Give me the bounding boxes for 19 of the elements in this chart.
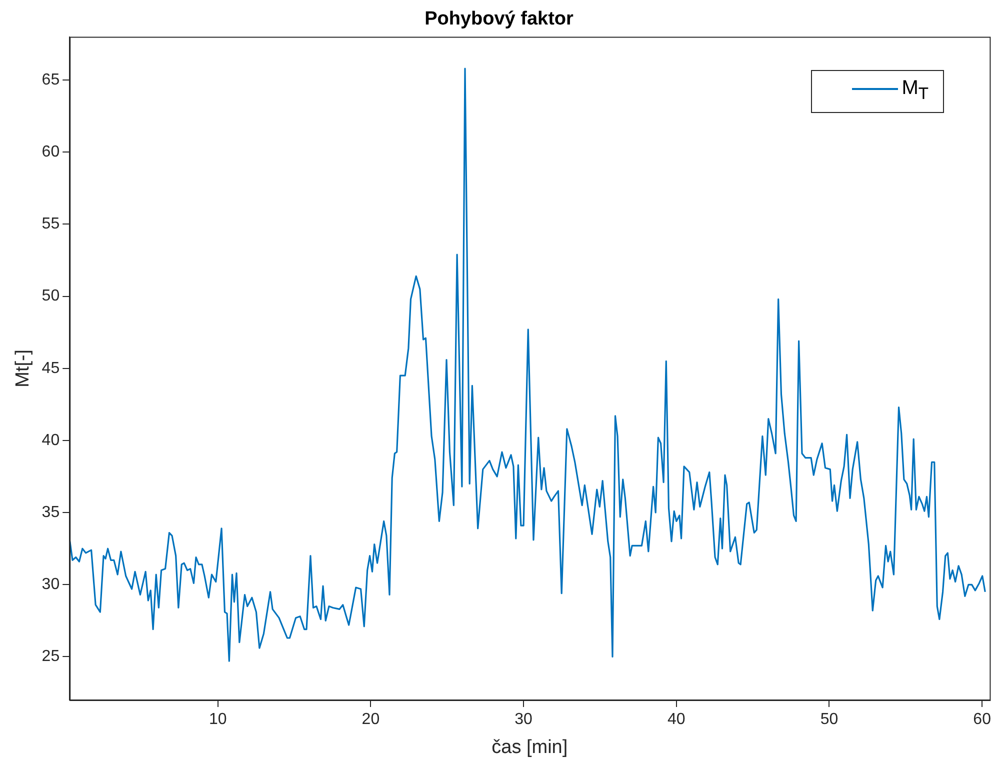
y-tick-label: 30 xyxy=(42,576,60,594)
y-tick-label: 40 xyxy=(42,432,60,449)
x-tick-label: 40 xyxy=(667,711,686,728)
x-tick-label: 50 xyxy=(820,711,838,728)
y-tick-label: 45 xyxy=(42,360,60,377)
chart-title: Pohybový faktor xyxy=(424,8,574,30)
x-tick-label: 20 xyxy=(362,711,380,728)
y-tick-label: 35 xyxy=(42,504,60,521)
y-tick-label: 60 xyxy=(42,144,60,161)
x-tick-label: 60 xyxy=(973,711,992,728)
legend-label: M$_{T}$ xyxy=(902,76,929,103)
x-tick-label: 10 xyxy=(208,711,227,728)
y-tick-label: 55 xyxy=(42,216,60,233)
y-axis-title: Mt[-] xyxy=(12,349,34,388)
y-tick-label: 50 xyxy=(42,288,60,305)
x-tick-label: 30 xyxy=(514,711,533,728)
y-tick-label: 65 xyxy=(42,71,60,88)
y-tick-label: 25 xyxy=(42,648,60,666)
x-axis-title: čas [min] xyxy=(492,736,568,758)
